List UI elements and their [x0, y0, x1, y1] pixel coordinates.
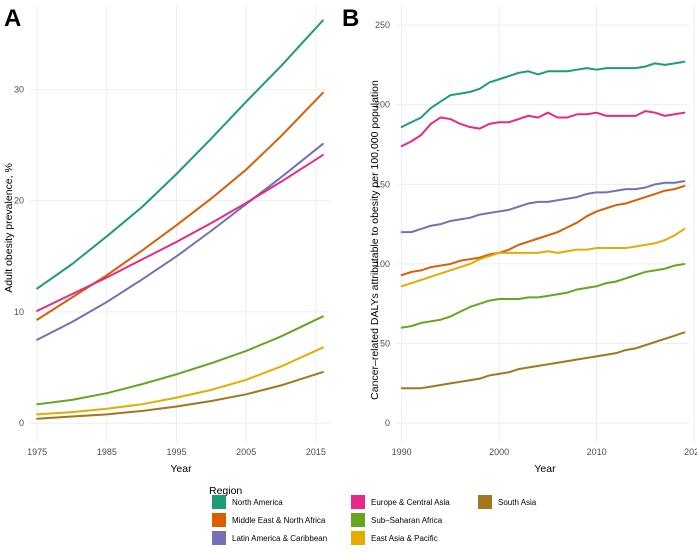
legend-label: South Asia — [498, 498, 537, 507]
legend-item-east-asia-pacific: East Asia & Pacific — [351, 531, 438, 545]
legend-item-north-america: North America — [212, 495, 283, 509]
series-line-north-america — [400, 60, 686, 129]
legend-title: Region — [209, 485, 242, 497]
series-line-east-asia-pacific — [36, 346, 324, 416]
legend-label: East Asia & Pacific — [371, 534, 438, 543]
legend-items: North America Middle East & North Africa L… — [212, 495, 537, 545]
legend-swatch — [351, 513, 365, 527]
legend-label: Europe & Central Asia — [371, 498, 450, 507]
y-tick-label: 50 — [380, 339, 390, 349]
panel-b-x-ticks: 1990 2000 2010 2020 — [392, 447, 697, 457]
series-line-sub-saharan-africa — [36, 315, 324, 406]
panel-a-y-ticks: 0 10 20 30 — [14, 84, 24, 428]
series-line-east-asia-pacific — [400, 227, 686, 288]
panel-b-y-ticks: 0 50 100 150 200 250 — [375, 20, 390, 428]
x-tick-label: 1990 — [392, 447, 412, 457]
legend-label: North America — [232, 498, 283, 507]
y-tick-label: 10 — [14, 307, 24, 317]
y-tick-label: 20 — [14, 196, 24, 206]
legend-swatch — [212, 495, 226, 509]
series-line-sub-saharan-africa — [400, 262, 686, 329]
y-tick-label: 30 — [14, 84, 24, 94]
series-line-middle-east-north-africa — [400, 184, 686, 277]
series-line-europe-central-asia — [36, 154, 324, 312]
legend-swatch — [478, 495, 492, 509]
x-tick-label: 2005 — [236, 447, 256, 457]
series-line-latin-america-caribbean — [36, 142, 324, 341]
x-tick-label: 2000 — [489, 447, 509, 457]
y-tick-label: 0 — [385, 418, 390, 428]
legend-item-south-asia: South Asia — [478, 495, 537, 509]
series-line-south-asia — [400, 331, 686, 390]
legend-swatch — [212, 513, 226, 527]
legend: Region North America Middle East & North … — [209, 485, 537, 545]
panel-b-series — [400, 60, 686, 390]
legend-label: Latin America & Caribbean — [232, 534, 327, 543]
panel-b-y-axis-title: Cancer–related DALYs attributable to obe… — [369, 80, 381, 400]
panel-a-x-ticks: 1975 1985 1995 2005 2015 — [27, 447, 326, 457]
x-tick-label: 2015 — [306, 447, 326, 457]
legend-swatch — [351, 531, 365, 545]
legend-swatch — [351, 495, 365, 509]
y-tick-label: 150 — [375, 179, 390, 189]
panel-a-x-axis-title: Year — [170, 463, 192, 475]
legend-item-europe-central-asia: Europe & Central Asia — [351, 495, 450, 509]
y-tick-label: 200 — [375, 100, 390, 110]
y-tick-label: 100 — [375, 259, 390, 269]
legend-item-latin-america-caribbean: Latin America & Caribbean — [212, 531, 327, 545]
x-tick-label: 1975 — [27, 447, 47, 457]
panel-a-y-axis-title: Adult obesity prevalence, % — [3, 163, 15, 293]
x-tick-label: 2010 — [587, 447, 607, 457]
panel-a-letter: A — [4, 5, 21, 32]
x-tick-label: 2020 — [684, 447, 697, 457]
series-line-europe-central-asia — [400, 110, 686, 148]
series-line-south-asia — [36, 371, 324, 420]
y-tick-label: 250 — [375, 20, 390, 30]
panel-a: A 0 10 20 30 1975 1985 1995 2005 2015 Year Adul… — [3, 5, 330, 475]
panel-a-series — [36, 19, 324, 420]
x-tick-label: 1995 — [167, 447, 187, 457]
series-line-latin-america-caribbean — [400, 180, 686, 234]
legend-label: Middle East & North Africa — [232, 516, 326, 525]
legend-swatch — [212, 531, 226, 545]
x-tick-label: 1985 — [97, 447, 117, 457]
series-line-middle-east-north-africa — [36, 91, 324, 321]
panel-a-gridlines — [30, 6, 330, 442]
panel-b-x-axis-title: Year — [534, 463, 556, 475]
series-line-north-america — [36, 19, 324, 290]
legend-item-middle-east-north-africa: Middle East & North Africa — [212, 513, 326, 527]
panel-b-letter: B — [342, 5, 359, 32]
legend-item-sub-saharan-africa: Sub–Saharan Africa — [351, 513, 443, 527]
y-tick-label: 0 — [19, 418, 24, 428]
legend-label: Sub–Saharan Africa — [371, 516, 443, 525]
